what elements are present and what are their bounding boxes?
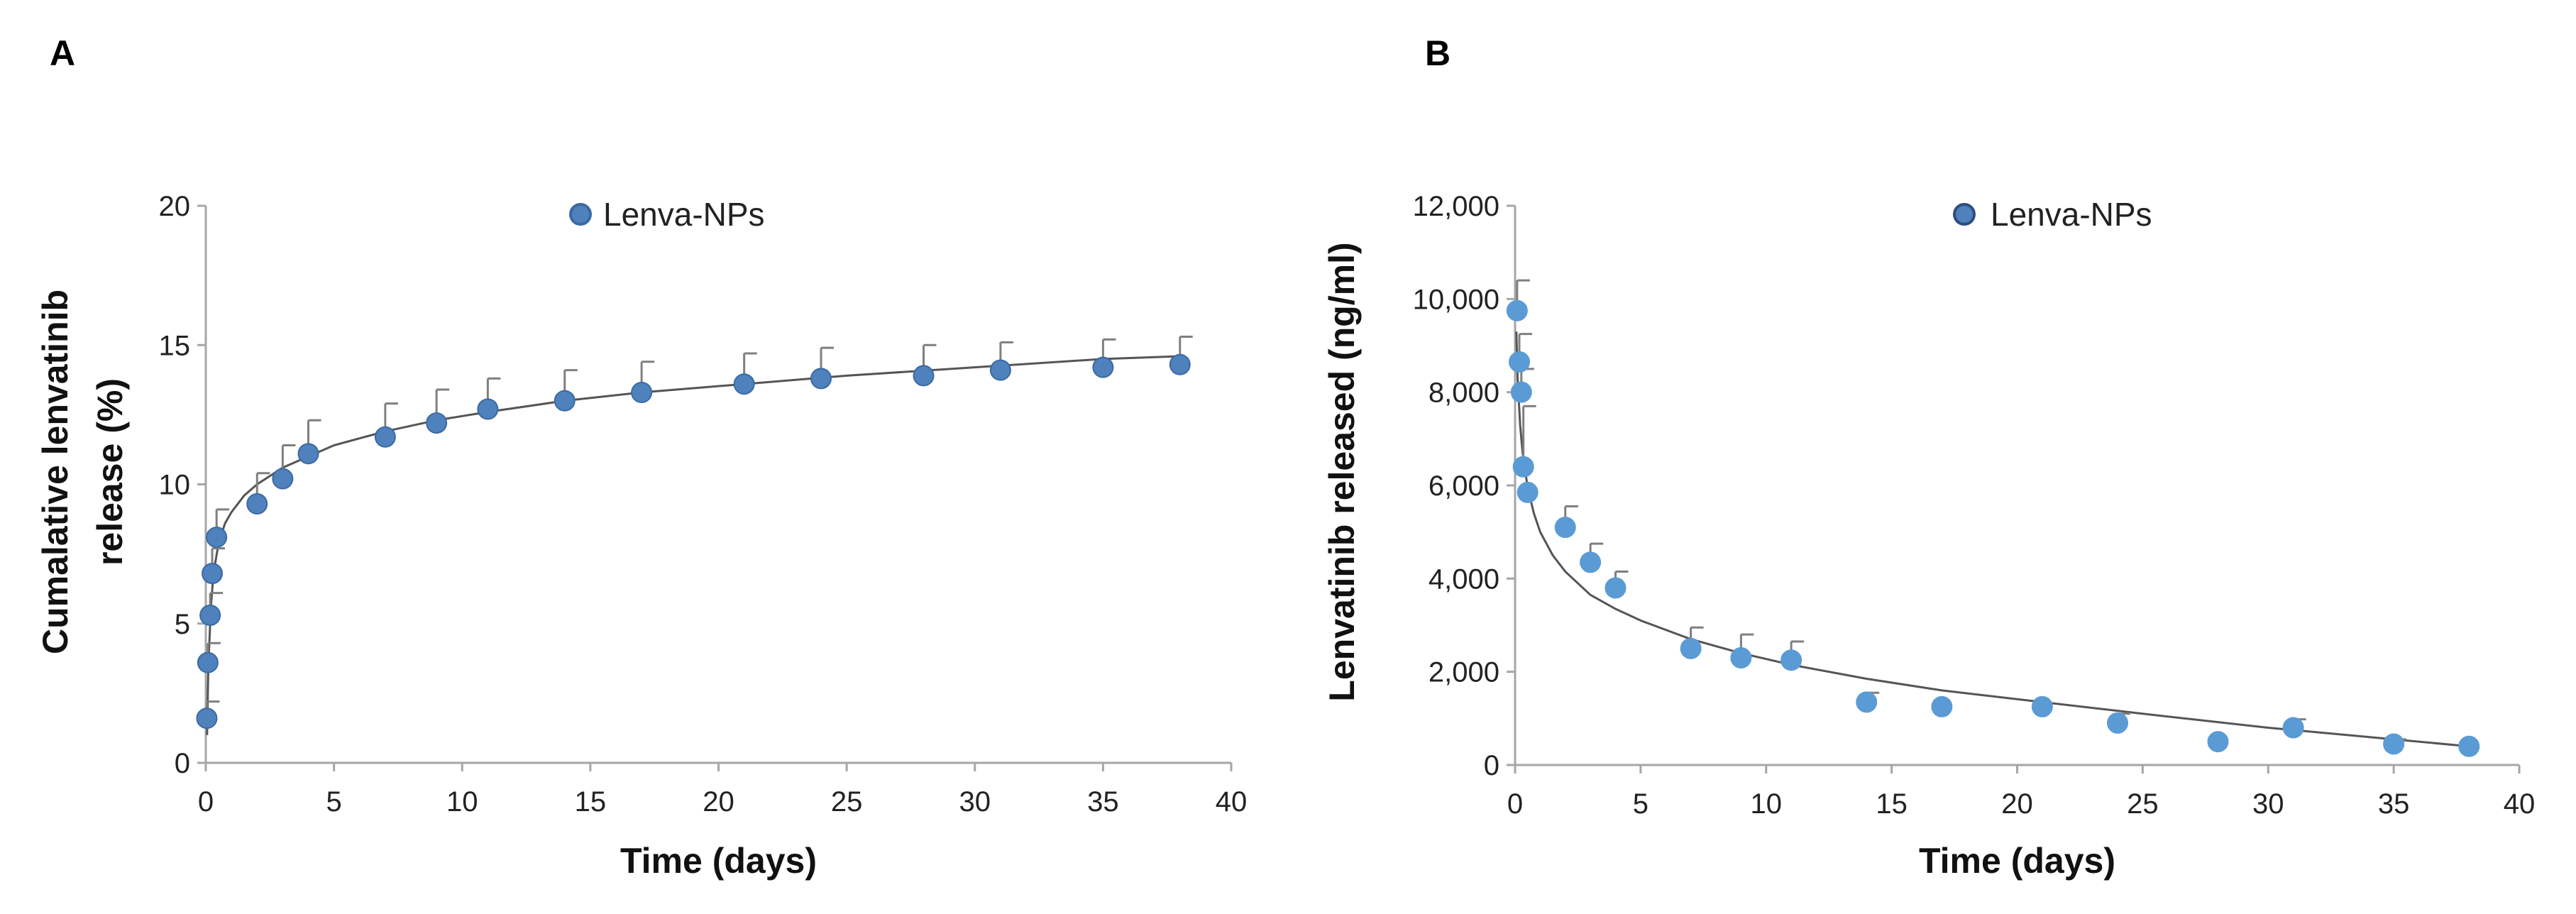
legend-marker [1953, 203, 1976, 226]
data-point [1580, 551, 1602, 573]
data-point [197, 651, 219, 673]
data-point [1554, 517, 1576, 539]
data-point [206, 527, 228, 549]
x-tick-label: 10 [1751, 788, 1783, 820]
y-tick-label: 4,000 [1429, 563, 1499, 595]
y-tick-label: 0 [175, 748, 190, 779]
legend-label: Lenva-NPs [1991, 196, 2152, 233]
panel-b: B 0 2,000 4,000 6,000 8,000 10,000 12,000 0 5 10 15… [1322, 33, 2535, 881]
data-point [1931, 695, 1953, 717]
data-point [1780, 649, 1802, 671]
y-tick-label: 2,000 [1429, 657, 1499, 688]
data-point [1509, 351, 1531, 373]
y-tick-label: 10 [159, 470, 191, 501]
fit-curve [206, 355, 1180, 735]
x-tick-label: 35 [1087, 786, 1119, 817]
data-point [2383, 733, 2405, 755]
y-tick-label: 12,000 [1413, 191, 1499, 222]
x-axis-title: Time (days) [1919, 841, 2115, 881]
y-tick-label: 8,000 [1429, 378, 1499, 409]
x-axis-title: Time (days) [620, 841, 817, 881]
x-tick-label: 20 [2001, 788, 2033, 820]
y-tick-label: 6,000 [1429, 470, 1499, 502]
x-tick-label: 0 [198, 786, 214, 817]
panel-label: A [50, 33, 75, 73]
data-point [1510, 381, 1532, 403]
data-point [199, 604, 221, 626]
fit-curve [1515, 331, 2470, 748]
x-tick-label: 25 [831, 786, 863, 817]
data-point [2458, 735, 2480, 757]
x-tick-label: 5 [326, 786, 342, 817]
data-point [2031, 695, 2053, 717]
data-point [1092, 356, 1114, 378]
data-point [810, 368, 832, 390]
y-axis-title: Lenvatinib released (ng/ml) [1322, 242, 1362, 701]
y-tick-label: 5 [175, 609, 190, 640]
data-point [196, 707, 218, 729]
data-point [1512, 456, 1534, 478]
x-tick-label: 10 [446, 786, 478, 817]
data-point [2282, 717, 2304, 739]
x-tick-label: 35 [2378, 788, 2410, 820]
x-tick-label: 40 [2504, 788, 2536, 820]
data-point [1680, 637, 1702, 659]
data-point [426, 412, 448, 434]
data-point [2207, 731, 2229, 753]
y-axis-title: release (%) [90, 378, 130, 566]
data-point [913, 365, 935, 387]
y-tick-label: 15 [159, 330, 191, 361]
data-point [246, 492, 268, 514]
data-point [733, 373, 755, 395]
x-tick-label: 25 [2127, 788, 2159, 820]
data-point [1856, 691, 1878, 713]
legend-label: Lenva-NPs [603, 196, 765, 233]
data-point [1506, 299, 1528, 321]
data-point [202, 563, 224, 585]
data-point [1605, 577, 1626, 599]
x-tick-label: 15 [1876, 788, 1908, 820]
legend-marker [569, 203, 592, 226]
x-tick-label: 15 [575, 786, 607, 817]
x-tick-label: 30 [959, 786, 991, 817]
y-tick-label: 0 [1484, 750, 1499, 781]
x-tick-label: 0 [1507, 788, 1523, 820]
data-point [297, 443, 319, 465]
data-point [374, 426, 396, 448]
data-point [272, 468, 294, 490]
x-tick-label: 40 [1216, 786, 1248, 817]
y-axis-title: Cumalative lenvatinib [35, 290, 75, 654]
x-tick-label: 30 [2252, 788, 2284, 820]
data-point [477, 398, 499, 420]
data-point [1730, 646, 1752, 668]
data-point [554, 390, 576, 412]
panel-a: A 0 5 10 15 20 0 5 10 15 20 25 30 35 40 Time (days) Cuma… [35, 33, 1247, 881]
y-tick-label: 20 [159, 191, 191, 222]
panel-label: B [1425, 33, 1451, 73]
data-point [1169, 353, 1191, 375]
data-point [631, 381, 653, 403]
data-point [989, 359, 1011, 381]
y-tick-label: 10,000 [1413, 284, 1499, 315]
x-tick-label: 5 [1633, 788, 1648, 820]
data-point [1517, 481, 1539, 503]
data-point [2107, 712, 2128, 734]
x-tick-label: 20 [703, 786, 734, 817]
